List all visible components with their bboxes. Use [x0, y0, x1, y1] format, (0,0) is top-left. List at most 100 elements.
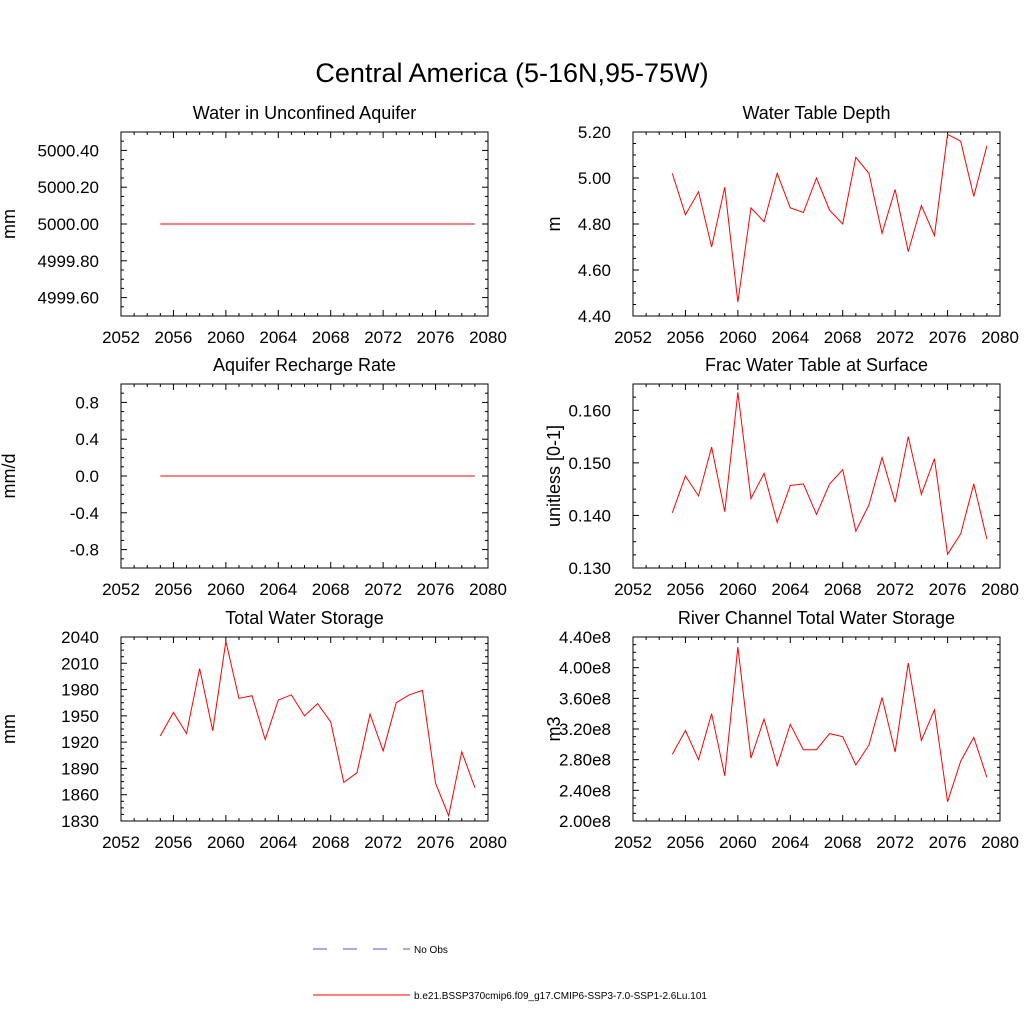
y-tick-label: 1860: [61, 786, 99, 805]
legend-label-model-run: b.e21.BSSP370cmip6.f09_g17.CMIP6-SSP3-7.…: [414, 991, 707, 1002]
panel-title: Aquifer Recharge Rate: [213, 355, 396, 375]
x-tick-label: 2072: [364, 580, 402, 599]
x-tick-label: 2068: [824, 833, 862, 852]
y-tick-label: 5000.40: [38, 141, 99, 160]
y-tick-label: 2.80e8: [559, 751, 611, 770]
x-tick-label: 2060: [719, 580, 757, 599]
panel-title: Frac Water Table at Surface: [705, 355, 928, 375]
y-axis-label: unitless [0-1]: [544, 425, 564, 527]
x-tick-label: 2060: [207, 328, 245, 347]
x-tick-label: 2068: [312, 328, 350, 347]
x-tick-label: 2052: [614, 833, 652, 852]
series-line: [671, 133, 988, 303]
x-tick-label: 2052: [102, 833, 140, 852]
y-tick-label: 0.0: [75, 467, 99, 486]
panel-water-table-depth: Water Table Depth 2052 2056 2060 2064 2068 207…: [544, 103, 1019, 347]
figure-title: Central America (5-16N,95-75W): [315, 58, 708, 88]
x-tick-label: 2072: [876, 328, 914, 347]
x-tick-label: 2056: [155, 580, 193, 599]
x-tick-label: 2064: [259, 833, 297, 852]
y-tick-label: -0.8: [70, 541, 99, 560]
x-tick-label: 2056: [155, 328, 193, 347]
x-tick-label: 2052: [614, 328, 652, 347]
x-tick-label: 2068: [312, 833, 350, 852]
y-tick-label: -0.4: [70, 504, 99, 523]
series-line: [671, 392, 988, 556]
plot-frame: [632, 131, 1001, 317]
x-tick-label: 2080: [469, 833, 507, 852]
y-tick-label: 4.60: [578, 261, 611, 280]
x-tick-label: 2060: [207, 833, 245, 852]
y-tick-label: 0.4: [75, 430, 99, 449]
x-tick-label: 2076: [417, 580, 455, 599]
legend: No Obs b.e21.BSSP370cmip6.f09_g17.CMIP6-…: [313, 945, 707, 1002]
y-axis-label: m: [544, 217, 564, 232]
x-tick-label: 2052: [102, 580, 140, 599]
x-tick-label: 2076: [929, 328, 967, 347]
y-tick-label: 2.40e8: [559, 781, 611, 800]
y-tick-label: 4.80: [578, 215, 611, 234]
plot-frame: [120, 636, 489, 822]
x-tick-label: 2076: [929, 580, 967, 599]
plot-frame: [632, 383, 1001, 569]
x-tick-label: 2080: [469, 328, 507, 347]
x-tick-label: 2060: [719, 833, 757, 852]
y-tick-label: 0.140: [568, 506, 611, 525]
y-tick-label: 0.160: [568, 401, 611, 420]
panel-total-water-storage: Total Water Storage 2052 2056 2060 2064 2068 2…: [0, 608, 507, 852]
y-tick-label: 5.00: [578, 169, 611, 188]
y-tick-label: 5.20: [578, 123, 611, 142]
x-tick-label: 2052: [614, 580, 652, 599]
panel-title: Water in Unconfined Aquifer: [193, 103, 416, 123]
x-tick-label: 2064: [771, 833, 809, 852]
x-tick-label: 2060: [207, 580, 245, 599]
x-tick-label: 2072: [876, 580, 914, 599]
panel-title: Water Table Depth: [742, 103, 890, 123]
x-tick-label: 2080: [981, 833, 1019, 852]
legend-label-no-obs: No Obs: [414, 945, 448, 956]
x-tick-label: 2076: [417, 328, 455, 347]
x-tick-label: 2076: [929, 833, 967, 852]
y-tick-label: 0.130: [568, 559, 611, 578]
panels: Water in Unconfined Aquifer 2052 2056 2060 2…: [0, 103, 1019, 852]
y-tick-label: 4.00e8: [559, 659, 611, 678]
x-tick-label: 2056: [667, 833, 705, 852]
panel-aquifer-recharge-rate: Aquifer Recharge Rate 2052 2056 2060 2064 206…: [0, 355, 507, 599]
x-tick-label: 2056: [667, 580, 705, 599]
panel-title: River Channel Total Water Storage: [678, 608, 955, 628]
panel-frac-water-table-at-surface: Frac Water Table at Surface 2052 2056 2060 2…: [544, 355, 1019, 599]
panel-water-in-unconfined-aquifer: Water in Unconfined Aquifer 2052 2056 2060 2…: [0, 103, 507, 347]
x-tick-label: 2064: [259, 328, 297, 347]
y-tick-label: 2010: [61, 654, 99, 673]
x-tick-label: 2072: [364, 328, 402, 347]
x-tick-label: 2072: [876, 833, 914, 852]
x-tick-label: 2080: [469, 580, 507, 599]
x-tick-label: 2056: [667, 328, 705, 347]
y-tick-label: 4.40e8: [559, 628, 611, 647]
y-tick-label: 2040: [61, 628, 99, 647]
series-line: [159, 641, 476, 818]
y-tick-label: 4.40: [578, 307, 611, 326]
y-tick-label: 4999.60: [38, 289, 99, 308]
y-tick-label: 5000.00: [38, 215, 99, 234]
y-axis-label: m3: [544, 716, 564, 741]
panel-title: Total Water Storage: [225, 608, 383, 628]
y-axis-label: mm: [0, 714, 19, 744]
y-tick-label: 1980: [61, 681, 99, 700]
y-tick-label: 2.00e8: [559, 812, 611, 831]
y-tick-label: 3.60e8: [559, 689, 611, 708]
x-tick-label: 2064: [259, 580, 297, 599]
x-tick-label: 2064: [771, 580, 809, 599]
series-line: [671, 646, 988, 802]
y-axis-label: mm/d: [0, 454, 19, 499]
x-tick-label: 2064: [771, 328, 809, 347]
y-tick-label: 3.20e8: [559, 720, 611, 739]
y-tick-label: 0.8: [75, 393, 99, 412]
panel-river-channel-total-water-storage: River Channel Total Water Storage 2052 205…: [544, 608, 1019, 852]
y-tick-label: 1890: [61, 759, 99, 778]
x-tick-label: 2068: [824, 580, 862, 599]
x-tick-label: 2056: [155, 833, 193, 852]
plot-frame: [632, 636, 1001, 822]
y-axis-label: mm: [0, 209, 19, 239]
